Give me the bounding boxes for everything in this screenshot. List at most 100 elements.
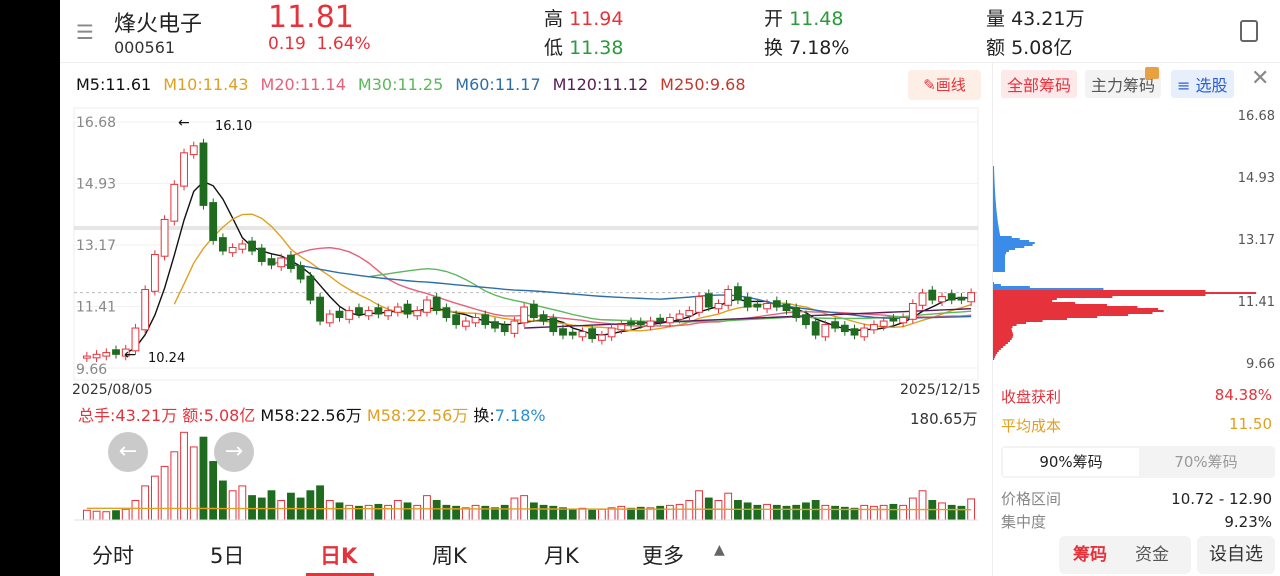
volume-bar [102,511,111,521]
profit-value: 84.38% [1214,386,1272,404]
volume-bar [403,502,412,521]
avg-cost-value: 11.50 [1229,415,1272,433]
volume-bar [287,492,295,521]
chip-bar [993,238,1020,240]
caret-up-icon[interactable]: ▲ [714,542,725,558]
chip-bar [993,326,1013,328]
draw-line-button[interactable]: ✎画线 [908,70,981,100]
add-watchlist-button[interactable]: 设自选 [1197,536,1275,574]
tab-intraday[interactable]: 分时 [92,544,134,568]
chip-bar [993,302,1076,304]
tab-daily[interactable]: 日K [320,544,358,568]
chip-bar [993,210,997,212]
candle [248,240,256,252]
chip-bar [993,340,1011,342]
funds-button[interactable]: 资金 [1135,545,1169,565]
volume-bar [597,508,606,521]
period-tabs: 分时 5日 日K 周K 月K 更多 ▲ [60,530,990,576]
chip-bar [993,230,1000,232]
volume-bar [432,500,441,521]
chip-y-tick: 16.68 [1238,109,1275,124]
y-tick-label: 9.66 [76,362,107,378]
chip-bar [993,198,996,200]
volume-bar [792,504,801,521]
chip-bar [993,288,1104,290]
chip-bar [993,226,999,228]
chip-bar [993,258,1006,260]
chip-bar [993,252,1007,254]
menu-icon[interactable]: ☰ [76,20,94,44]
seg-90[interactable]: 90%筹码 [1003,448,1139,476]
volume-bar [219,480,227,521]
tab-monthly[interactable]: 月K [544,544,579,568]
ma-legend-item: M5:11.61 [76,75,152,94]
next-arrow-button[interactable]: → [214,432,254,472]
stock-picker-button[interactable]: ≡ 选股 [1171,70,1234,98]
tab-5day[interactable]: 5日 [210,544,245,568]
concentration-value: 9.23% [1224,513,1272,531]
price-band [74,226,978,230]
y-tick-label: 14.93 [76,177,116,193]
candle [792,307,801,319]
volume-ma-line [86,507,972,511]
tab-all-chips[interactable]: 全部筹码 [1001,70,1078,98]
close-icon[interactable]: ✕ [1251,66,1270,91]
y-tick-label: 13.17 [76,238,116,254]
volume-bar [461,507,470,521]
candle [646,320,655,327]
chip-y-tick: 14.93 [1238,171,1275,186]
kline-chart[interactable]: 16.68 14.93 13.17 11.41 9.66 16.10 ← 10.24 ← 2025… [60,100,990,530]
candle [879,320,888,327]
current-price: 11.81 [268,0,354,35]
candle [121,348,130,357]
chip-bar [993,214,997,216]
candle [296,265,305,280]
volume-bar [306,490,315,521]
end-date: 2025/12/15 [900,382,981,398]
volume-bar [627,507,635,521]
chip-bar [993,188,995,190]
volume-bar [831,505,839,521]
chip-bar [993,246,1025,248]
chip-bar [993,262,1006,264]
arrow-left-icon: ← [124,347,136,363]
candle [588,328,597,340]
chip-bar [993,308,1159,310]
candle [666,317,674,324]
candle [675,313,684,320]
volume-bar [772,504,781,521]
tab-more[interactable]: 更多 [642,544,684,568]
open-value: 11.48 [789,8,844,30]
seg-70[interactable]: 70%筹码 [1174,453,1238,471]
candle [889,317,898,322]
volume-bar [811,500,820,521]
candle [627,321,635,326]
chip-bar [993,200,996,202]
candle [938,296,946,303]
tab-main-chips[interactable]: 主力筹码 [1085,67,1162,98]
candle [734,286,742,301]
chip-bar [993,310,1164,312]
chips-button[interactable]: 筹码 [1073,545,1107,565]
chip-bar [993,240,1030,242]
landscape-icon[interactable] [1240,20,1258,42]
ma60-line [281,264,972,320]
chip-bar [993,212,997,214]
volume-bar [860,504,869,521]
candle [918,292,927,306]
chip-bar [993,266,1005,268]
chip-bar [993,350,999,352]
volume-bar [393,500,402,521]
chip-bar [993,330,1013,332]
candle [452,314,461,326]
chip-bar [993,354,996,356]
volume-bar [617,505,626,521]
candle [743,296,752,308]
high-value: 11.94 [569,8,624,30]
candle [597,334,606,341]
tab-weekly[interactable]: 周K [432,544,467,568]
candle [607,327,616,338]
prev-arrow-button[interactable]: ← [108,432,148,472]
y-tick-label: 11.41 [76,300,116,316]
candle [704,293,713,308]
